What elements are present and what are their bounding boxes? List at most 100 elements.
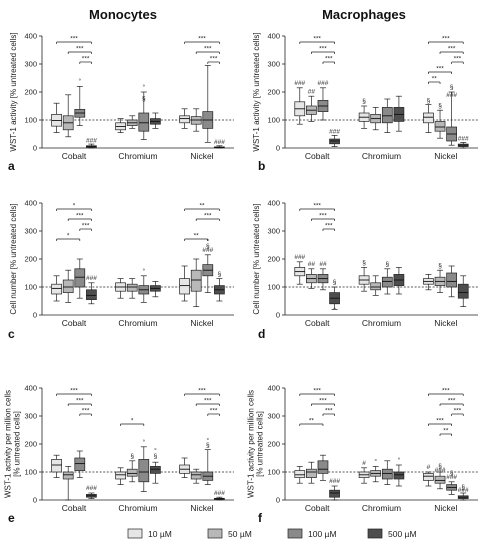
- box-body: [370, 282, 382, 291]
- bracket-label: *: [131, 418, 134, 425]
- y-tick-label: 200: [24, 88, 37, 97]
- y-axis-label: Cell number [% untreated cells]: [9, 203, 18, 314]
- bracket-label: ***: [76, 398, 84, 405]
- box-body: [138, 112, 150, 132]
- bracket-label: ***: [198, 36, 206, 43]
- y-tick-label: 300: [267, 412, 280, 421]
- bracket-label: *: [73, 203, 76, 210]
- significance-mark: §: [362, 260, 366, 267]
- box-body: [381, 107, 393, 124]
- x-category-label: Cobalt: [305, 151, 330, 161]
- bracket-label: ***: [82, 56, 90, 63]
- significance-bracket: ***: [67, 398, 92, 406]
- box-nickel-1: [179, 108, 190, 129]
- significance-mark: ###: [294, 80, 305, 87]
- box-chromium-3: [138, 91, 150, 140]
- panel-label: a: [8, 159, 15, 173]
- y-tick-label: 0: [33, 496, 37, 505]
- y-tick-label: 400: [267, 199, 280, 208]
- significance-mark: #: [362, 460, 366, 467]
- significance-bracket: ***: [451, 56, 464, 64]
- box-body: [51, 459, 62, 473]
- significance-mark: §: [218, 271, 222, 278]
- significance-mark: §: [450, 470, 454, 477]
- significance-bracket: ***: [207, 408, 220, 416]
- box-chromium-4: [150, 281, 161, 298]
- bracket-label: ***: [313, 203, 321, 210]
- box-body: [115, 471, 126, 480]
- significance-mark: §: [333, 279, 337, 286]
- bracket-label: ***: [436, 66, 444, 73]
- x-category-label: Chromium: [362, 503, 401, 513]
- y-tick-label: 100: [24, 468, 37, 477]
- y-tick-label: 200: [267, 88, 280, 97]
- box-cobalt-2: [62, 466, 74, 501]
- legend-entry: 50 µM: [207, 528, 252, 539]
- box-chromium-2: [126, 278, 138, 299]
- bracket-label: **: [199, 203, 205, 210]
- box-chromium-3: [381, 268, 393, 295]
- box-chromium-4: [150, 461, 161, 484]
- box-cobalt-2: [62, 94, 74, 138]
- y-tick-label: 200: [267, 255, 280, 264]
- bracket-label: ***: [70, 388, 78, 395]
- x-category-label: Cobalt: [62, 318, 87, 328]
- significance-mark: ###: [318, 80, 329, 87]
- box-chromium-1: [115, 278, 126, 299]
- bracket-label: ***: [76, 213, 84, 220]
- x-category-label: Nickel: [190, 318, 213, 328]
- bracket-label: ***: [70, 36, 78, 43]
- box-cobalt-1: [294, 466, 306, 484]
- bracket-label: ***: [436, 418, 444, 425]
- box-cobalt-1: [294, 87, 306, 125]
- panels: 0 100 200 300 400 WST-1 activity [% untreated…: [3, 32, 478, 525]
- legend-label: 50 µM: [228, 529, 252, 539]
- y-tick-label: 0: [33, 311, 37, 320]
- bracket-label: **: [309, 418, 315, 425]
- box-body: [179, 278, 190, 295]
- bracket-label: ***: [76, 46, 84, 53]
- box-nickel-3: [202, 254, 214, 293]
- significance-mark: °: [78, 77, 81, 85]
- significance-mark: §: [130, 453, 134, 460]
- box-chromium-3: [381, 460, 393, 485]
- significance-mark: ###: [329, 478, 340, 485]
- significance-mark: ##: [308, 88, 316, 95]
- significance-bracket: ***: [311, 46, 335, 54]
- x-category-label: Nickel: [434, 503, 457, 513]
- significance-bracket: ***: [322, 223, 335, 231]
- box-body: [62, 471, 74, 480]
- significance-bracket: ***: [439, 46, 464, 54]
- box-body: [86, 289, 97, 300]
- box-chromium-2: [370, 466, 382, 483]
- y-tick-label: 0: [33, 144, 37, 153]
- box-cobalt-2: [62, 269, 74, 303]
- bracket-label: ***: [325, 56, 333, 63]
- legend-swatch: [367, 528, 383, 539]
- box-body: [329, 489, 340, 498]
- significance-bracket: ***: [184, 36, 220, 44]
- box-chromium-1: [358, 267, 370, 292]
- bracket-label: ***: [319, 398, 327, 405]
- x-category-label: Chromium: [118, 151, 157, 161]
- box-cobalt-4: [86, 282, 97, 305]
- box-body: [51, 283, 62, 295]
- legend-entry: 10 µM: [127, 528, 172, 539]
- box-body: [190, 471, 202, 480]
- box-nickel-4: [457, 142, 469, 149]
- box-cobalt-3: [74, 258, 86, 299]
- significance-bracket: *: [120, 418, 145, 426]
- significance-bracket: ***: [451, 408, 464, 416]
- y-tick-label: 200: [24, 440, 37, 449]
- bracket-label: ***: [442, 388, 450, 395]
- significance-bracket: ***: [195, 46, 220, 54]
- box-cobalt-3: [317, 454, 329, 481]
- box-body: [446, 272, 457, 288]
- box-body: [434, 121, 446, 132]
- box-body: [294, 470, 306, 478]
- box-chromium-2: [126, 115, 138, 129]
- box-cobalt-2: [306, 268, 317, 289]
- significance-bracket: ***: [299, 203, 335, 211]
- y-tick-label: 300: [24, 60, 37, 69]
- legend-label: 10 µM: [148, 529, 172, 539]
